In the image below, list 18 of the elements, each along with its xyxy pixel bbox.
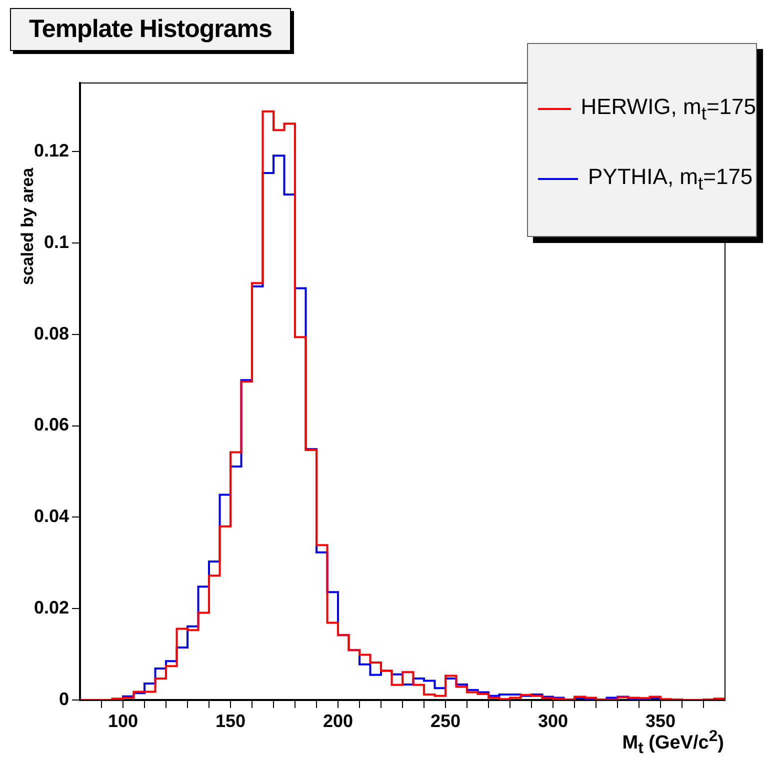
legend-label: PYTHIA, m$_{t}$=175	[588, 164, 753, 194]
y-tick-label: 0.12	[34, 140, 69, 161]
x-tick-label: 150	[215, 710, 246, 731]
chart-title: Template Histograms	[10, 8, 291, 51]
y-tick-label: 0.1	[44, 232, 69, 252]
y-tick-label: 0.08	[34, 323, 69, 344]
x-tick-label: 300	[538, 710, 568, 731]
x-tick-label: 200	[322, 710, 354, 731]
x-tick-label: 250	[430, 710, 461, 731]
x-axis-title: M$_{t}$ (GeV/c$^{2}$)	[622, 728, 724, 758]
y-axis-title: scaled by area	[18, 168, 38, 285]
x-tick-label: 100	[108, 710, 138, 731]
x-tick-label: 350	[645, 710, 676, 731]
y-tick-label: 0.06	[34, 414, 69, 435]
y-tick-label: 0.04	[34, 506, 69, 526]
y-tick-label: 0	[58, 688, 69, 709]
legend-label: HERWIG, m$_{t}$=175	[580, 94, 756, 124]
y-tick-label: 0.02	[34, 598, 69, 618]
